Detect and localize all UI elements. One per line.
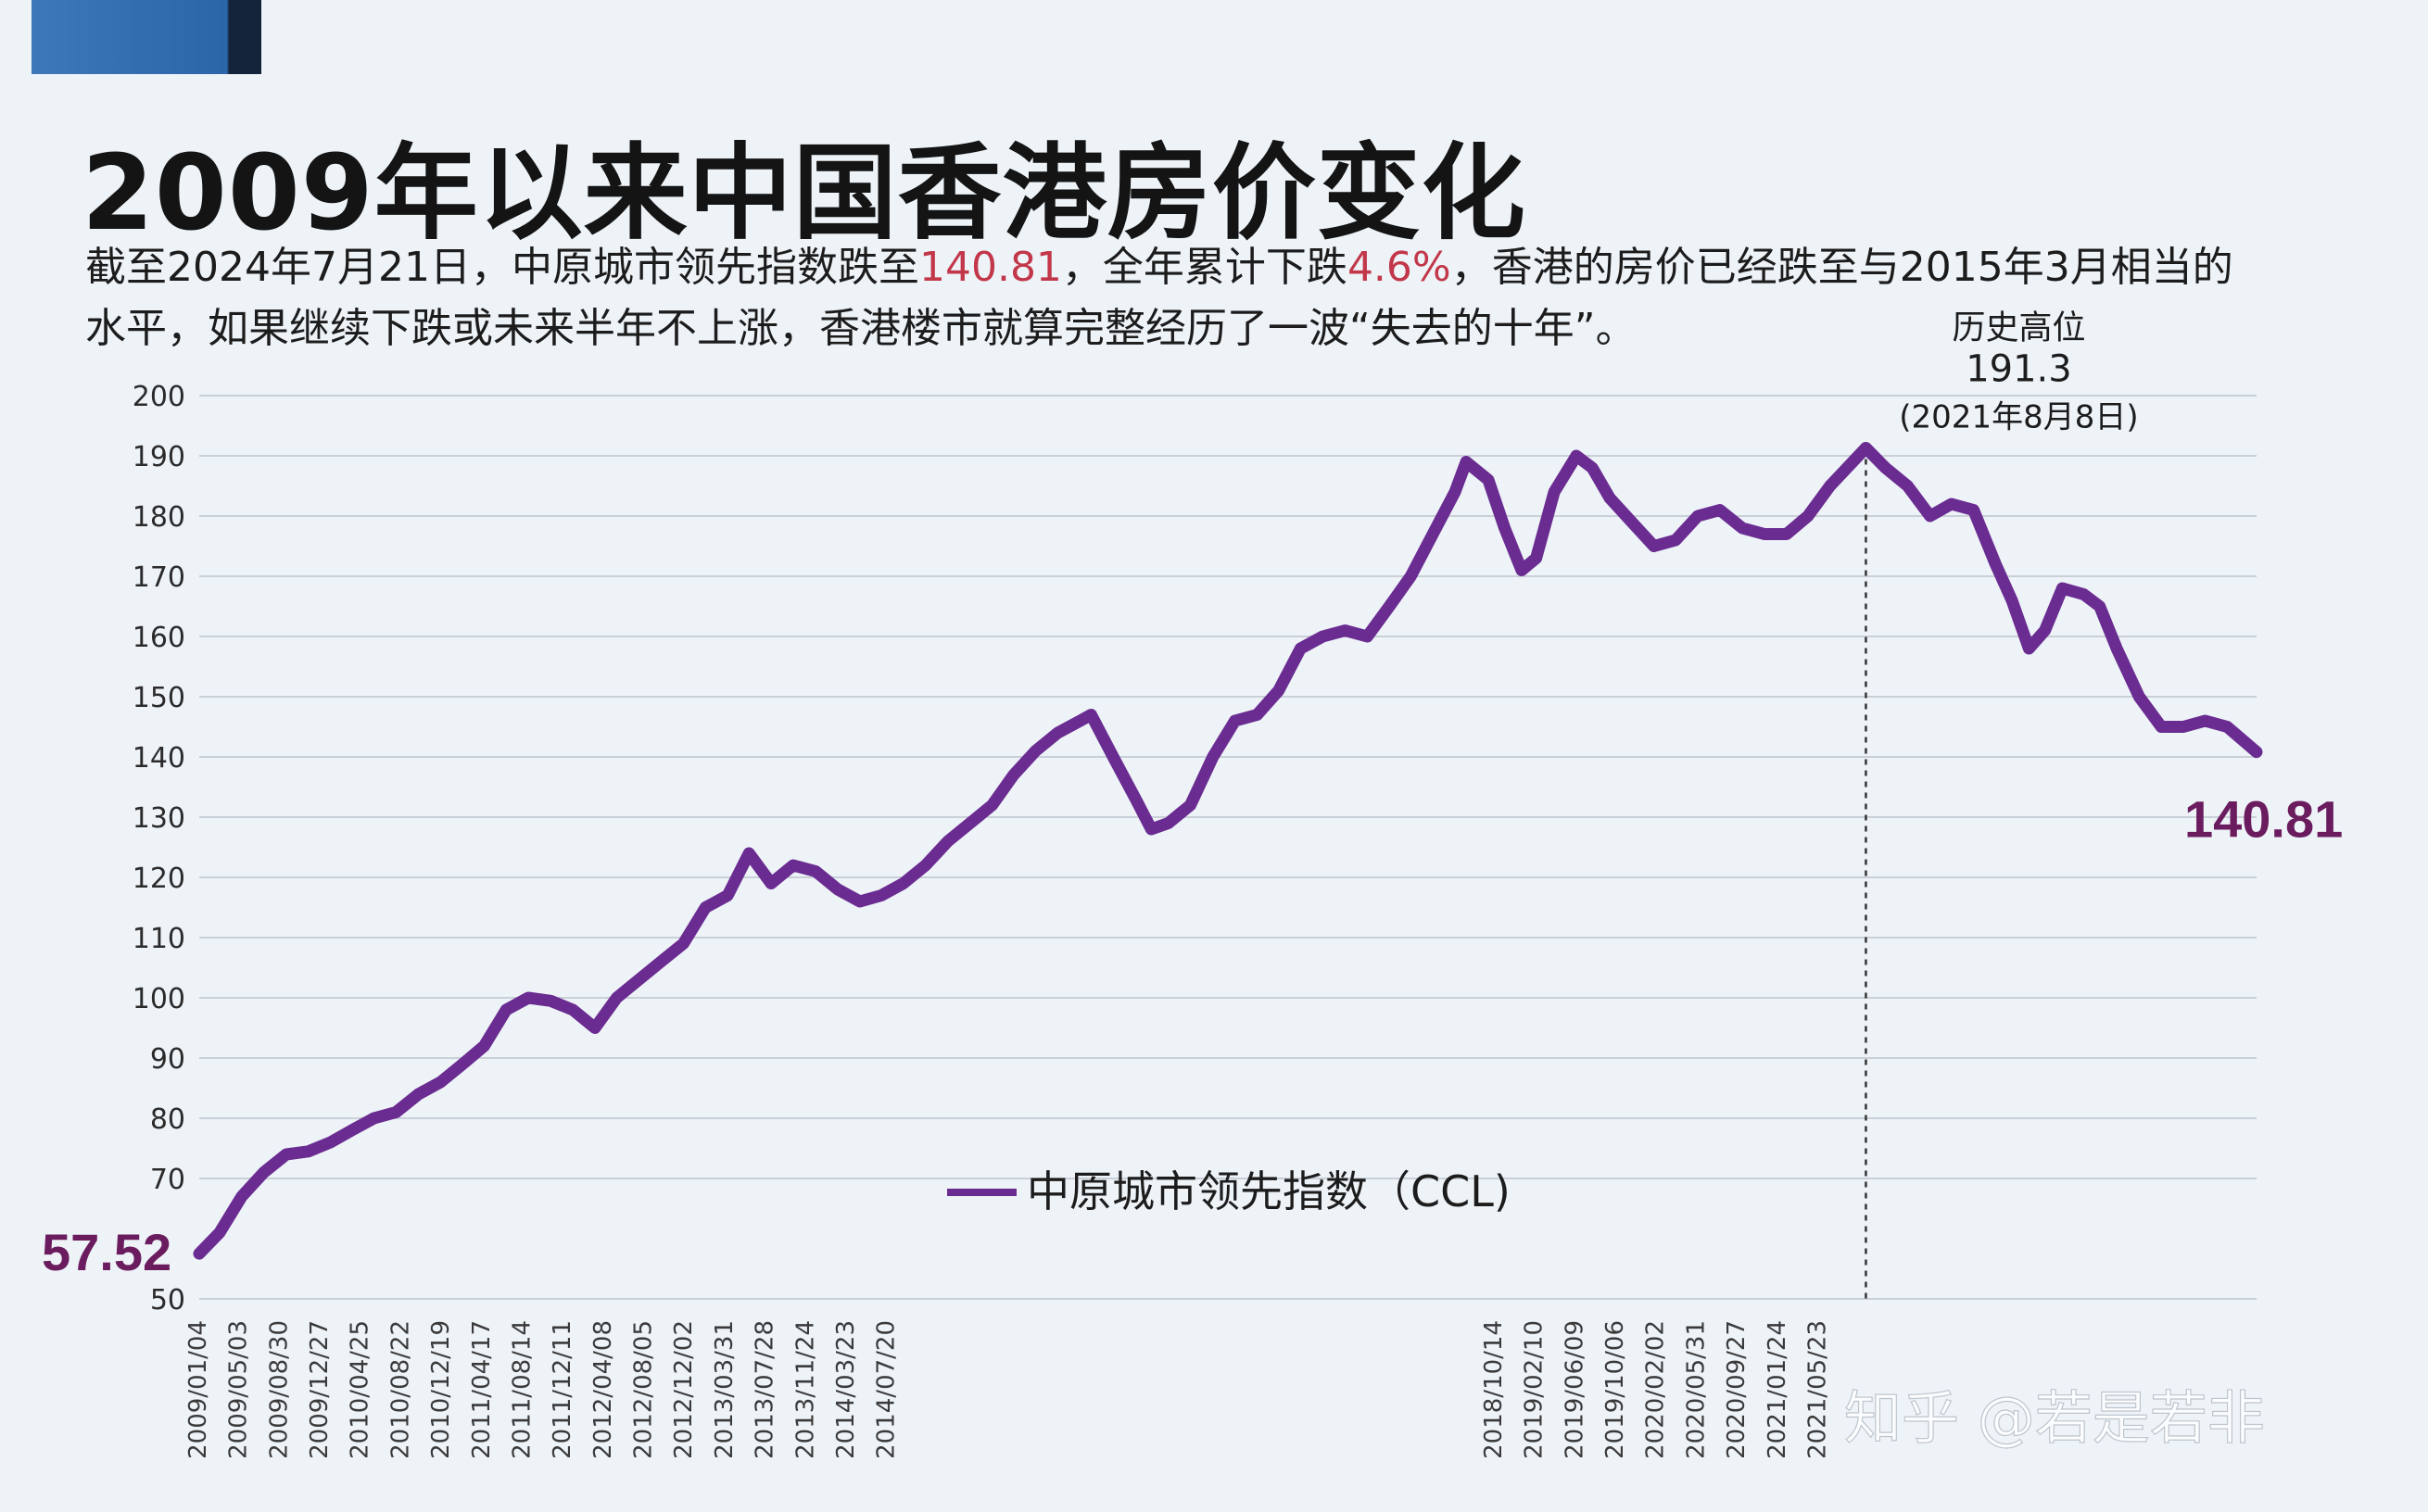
x-tick-label: 2013/11/24 xyxy=(791,1320,819,1459)
x-tick-label: 2011/04/17 xyxy=(468,1320,496,1459)
x-tick-label: 2019/06/09 xyxy=(1561,1320,1588,1459)
y-tick-label: 120 xyxy=(133,863,185,895)
y-tick-label: 100 xyxy=(133,983,185,1015)
x-tick-label: 2019/02/10 xyxy=(1521,1320,1549,1459)
x-tick-label: 2018/10/14 xyxy=(1480,1320,1508,1459)
x-tick-label: 2020/05/31 xyxy=(1682,1320,1710,1459)
watermark: 知乎 @若是若非 xyxy=(1844,1384,2265,1452)
x-tick-label: 2009/12/27 xyxy=(306,1320,334,1459)
x-tick-label: 2010/12/19 xyxy=(427,1320,455,1459)
x-tick-label: 2012/08/05 xyxy=(630,1320,658,1459)
x-tick-label: 2014/07/20 xyxy=(873,1320,901,1459)
start-value-label: 57.52 xyxy=(42,1223,171,1281)
y-tick-label: 130 xyxy=(133,802,185,835)
y-tick-label: 170 xyxy=(133,561,185,594)
page-subtitle: 截至2024年7月21日，中原城市领先指数跌至140.81，全年累计下跌4.6%… xyxy=(85,237,2235,359)
subtitle-text-3: ，香港的房价已经跌至与2015年3月相当的水平，如果继续下跌或未来半年不上涨，香… xyxy=(85,244,2233,352)
y-tick-label: 140 xyxy=(133,742,185,775)
corner-accent-block xyxy=(32,0,261,74)
y-tick-label: 70 xyxy=(150,1164,185,1196)
y-tick-label: 190 xyxy=(133,441,185,473)
x-tick-label: 2013/07/28 xyxy=(752,1320,779,1459)
subtitle-text-1: 截至2024年7月21日，中原城市领先指数跌至 xyxy=(85,244,919,291)
peak-label: 历史高位 xyxy=(1952,309,2085,347)
x-axis-ticks: 2009/01/04 2009/05/03 2009/08/30 2009/12/27… xyxy=(184,1320,1831,1459)
x-tick-label: 2009/01/04 xyxy=(184,1320,212,1459)
x-tick-label: 2011/12/11 xyxy=(549,1320,576,1459)
y-tick-label: 110 xyxy=(133,923,185,955)
legend: 中原城市领先指数（CCL) xyxy=(947,1166,1511,1216)
x-tick-label: 2019/10/06 xyxy=(1601,1320,1629,1459)
x-tick-label: 2020/02/02 xyxy=(1642,1320,1670,1459)
y-tick-label: 160 xyxy=(133,622,185,654)
peak-date: (2021年8月8日) xyxy=(1899,399,2138,436)
x-tick-label: 2012/04/08 xyxy=(589,1320,617,1459)
x-tick-label: 2020/09/27 xyxy=(1723,1320,1751,1459)
x-tick-label: 2021/05/23 xyxy=(1803,1320,1831,1459)
x-tick-label: 2021/01/24 xyxy=(1764,1320,1791,1459)
y-tick-label: 180 xyxy=(133,501,185,534)
peak-value: 191.3 xyxy=(1966,348,2072,391)
x-tick-label: 2014/03/23 xyxy=(832,1320,860,1459)
x-tick-label: 2010/04/25 xyxy=(347,1320,374,1459)
page-title: 2009年以来中国香港房价变化 xyxy=(82,133,1526,254)
x-tick-label: 2009/05/03 xyxy=(225,1320,253,1459)
grid-lines xyxy=(199,395,2257,1300)
y-tick-label: 50 xyxy=(150,1284,185,1317)
y-tick-label: 80 xyxy=(150,1103,185,1136)
x-tick-label: 2009/08/30 xyxy=(265,1320,293,1459)
x-tick-label: 2010/08/22 xyxy=(386,1320,414,1459)
y-tick-label: 150 xyxy=(133,682,185,714)
y-tick-label: 90 xyxy=(150,1043,185,1076)
series-line-ccl xyxy=(193,442,2263,1260)
legend-label: 中原城市领先指数（CCL) xyxy=(1027,1166,1511,1216)
y-tick-label: 200 xyxy=(133,381,185,413)
x-tick-label: 2011/08/14 xyxy=(508,1320,536,1459)
subtitle-highlight-drop: 4.6% xyxy=(1347,244,1451,291)
x-tick-label: 2012/12/02 xyxy=(670,1320,698,1459)
y-axis-ticks: 200 190 180 170 160 150 140 130 120 110 100 90 80 70 5… xyxy=(133,381,185,1317)
subtitle-highlight-index: 140.81 xyxy=(918,244,1062,291)
x-tick-label: 2013/03/31 xyxy=(711,1320,739,1459)
end-value-label: 140.81 xyxy=(2184,790,2343,849)
subtitle-text-2: ，全年累计下跌 xyxy=(1061,244,1347,291)
